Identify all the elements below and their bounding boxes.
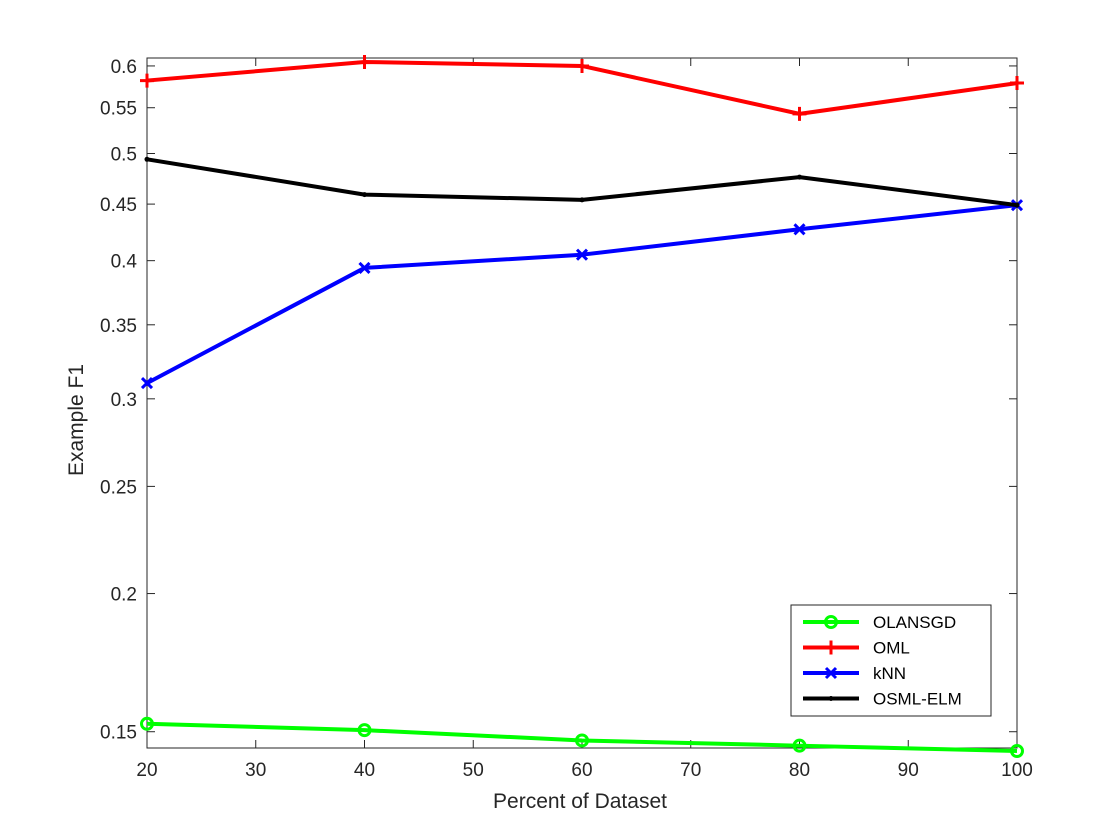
y-tick-label: 0.4 <box>111 252 138 273</box>
legend-label: kNN <box>873 664 906 683</box>
series-layer <box>140 54 1024 758</box>
legend-marker <box>824 640 838 655</box>
legend-entry-olansgd: OLANSGD <box>803 613 956 632</box>
x-tick-label: 100 <box>1001 760 1033 781</box>
data-point-knn <box>140 377 154 390</box>
y-tick-label: 0.45 <box>100 195 137 216</box>
data-point-osml-elm <box>362 192 367 198</box>
y-tick-label: 0.3 <box>111 390 137 411</box>
y-tick-label: 0.2 <box>111 585 137 606</box>
series-oml <box>140 54 1024 121</box>
legend-label: OSML-ELM <box>873 690 962 709</box>
legend-entry-oml: OML <box>803 639 910 658</box>
y-tick-label: 0.15 <box>100 723 137 744</box>
x-axis-ticks: 20 30 40 50 60 70 80 90 100 <box>136 58 1033 781</box>
y-tick-label: 0.5 <box>111 144 137 165</box>
legend-label: OLANSGD <box>873 613 956 632</box>
data-point-oml <box>575 58 589 73</box>
series-olansgd <box>140 716 1024 758</box>
data-point-oml <box>1010 76 1024 91</box>
data-point-olansgd <box>1010 743 1024 758</box>
x-tick-label: 20 <box>136 760 157 781</box>
data-point-knn <box>358 261 371 274</box>
data-point-olansgd <box>140 716 154 731</box>
y-tick-label: 0.55 <box>100 99 137 120</box>
legend-label: OML <box>873 639 910 658</box>
y-tick-label: 0.6 <box>111 57 137 78</box>
legend-marker <box>828 696 834 701</box>
data-point-olansgd <box>792 738 807 753</box>
y-tick-label: 0.25 <box>100 477 137 498</box>
data-point-olansgd <box>575 733 589 748</box>
data-point-osml-elm <box>1014 202 1020 208</box>
data-point-osml-elm <box>144 156 150 162</box>
legend-entry-osml-elm: OSML-ELM <box>803 690 962 709</box>
legend-marker <box>824 666 838 680</box>
series-line-olansgd <box>146 721 1018 753</box>
data-point-oml <box>357 54 372 69</box>
x-tick-label: 30 <box>245 760 266 781</box>
data-point-oml <box>140 73 154 88</box>
x-tick-label: 80 <box>789 760 810 781</box>
x-tick-label: 50 <box>463 760 484 781</box>
x-tick-label: 90 <box>898 760 919 781</box>
legend-marker <box>824 615 838 629</box>
legend: OLANSGD OML kNN OSML-ELM <box>790 604 992 717</box>
data-point-osml-elm <box>797 174 802 180</box>
data-point-knn <box>793 223 806 236</box>
x-tick-label: 60 <box>571 760 592 781</box>
data-point-oml <box>792 106 807 121</box>
legend-entry-knn: kNN <box>803 664 906 683</box>
x-tick-label: 40 <box>354 760 375 781</box>
y-axis-ticks: 0.15 0.2 0.25 0.3 0.35 0.4 0.45 0.5 0.55 0.6 <box>100 57 1017 744</box>
data-point-knn <box>575 248 589 261</box>
y-tick-label: 0.35 <box>100 316 137 337</box>
x-tick-label: 70 <box>680 760 701 781</box>
series-osml-elm <box>144 156 1020 208</box>
data-point-olansgd <box>357 723 372 738</box>
data-point-osml-elm <box>579 197 585 203</box>
x-axis-label: Percent of Dataset <box>493 790 667 813</box>
y-axis-label: Example F1 <box>65 364 88 476</box>
